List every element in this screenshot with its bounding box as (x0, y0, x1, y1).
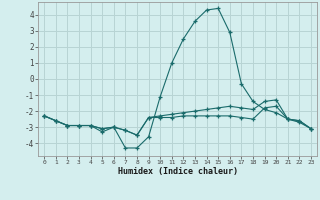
X-axis label: Humidex (Indice chaleur): Humidex (Indice chaleur) (118, 167, 238, 176)
